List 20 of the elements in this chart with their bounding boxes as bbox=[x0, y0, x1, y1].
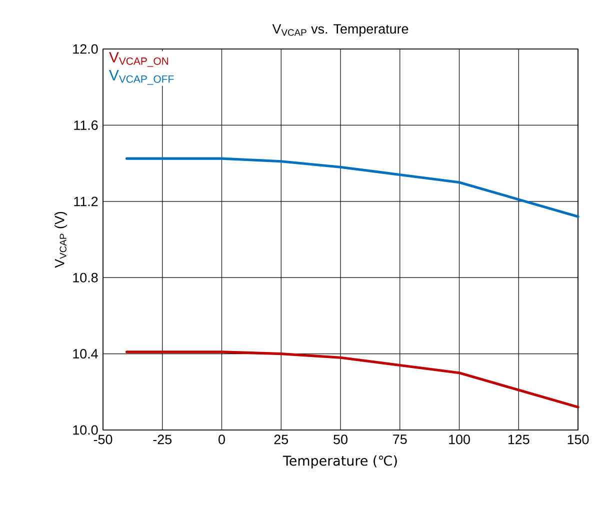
y-tick-label: 10.0 bbox=[73, 425, 98, 435]
x-tick-label: 125 bbox=[508, 434, 530, 444]
y-tick-label: 12.0 bbox=[73, 44, 98, 54]
text: V$_{VCAP_OFF}$ bbox=[109, 70, 174, 85]
x-tick-label: 25 bbox=[274, 434, 288, 444]
x-tick-label: -50 bbox=[94, 434, 112, 444]
y-tick-label: 11.6 bbox=[74, 120, 98, 130]
chart-title: V$_{VCAP}$ vs. Temperature bbox=[272, 24, 408, 36]
x-tick-label: 75 bbox=[393, 434, 407, 444]
y-axis-title: V$_{VCAP}$ (V) bbox=[54, 212, 67, 268]
y-tick-label: 11.2 bbox=[74, 196, 98, 206]
text: V$_{VCAP_ON}$ bbox=[109, 52, 168, 67]
y-tick-label: 10.8 bbox=[73, 272, 98, 282]
x-tick-label: 0 bbox=[218, 434, 225, 444]
x-axis-title: Temperature (℃) bbox=[282, 455, 397, 468]
x-tick-label: 150 bbox=[568, 434, 589, 444]
x-tick-label: 100 bbox=[449, 434, 470, 444]
y-tick-label: 10.4 bbox=[73, 349, 98, 359]
x-tick-label: -25 bbox=[153, 434, 172, 444]
x-tick-label: 50 bbox=[334, 434, 348, 444]
